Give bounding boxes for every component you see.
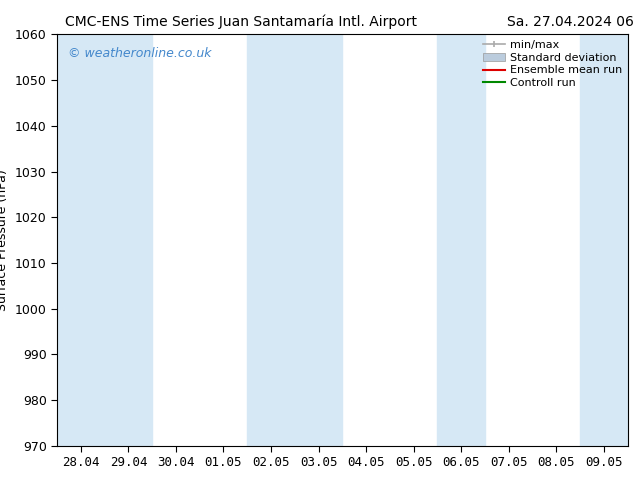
Bar: [580, 34, 628, 446]
Legend: min/max, Standard deviation, Ensemble mean run, Controll run: min/max, Standard deviation, Ensemble me…: [479, 35, 626, 93]
Text: Sa. 27.04.2024 06 UTC: Sa. 27.04.2024 06 UTC: [507, 15, 634, 29]
Bar: [247, 34, 342, 446]
Bar: [437, 34, 485, 446]
Y-axis label: Surface Pressure (hPa): Surface Pressure (hPa): [0, 169, 10, 311]
Bar: [57, 34, 152, 446]
Text: © weatheronline.co.uk: © weatheronline.co.uk: [68, 47, 212, 60]
Text: CMC-ENS Time Series Juan Santamaría Intl. Airport: CMC-ENS Time Series Juan Santamaría Intl…: [65, 15, 417, 29]
